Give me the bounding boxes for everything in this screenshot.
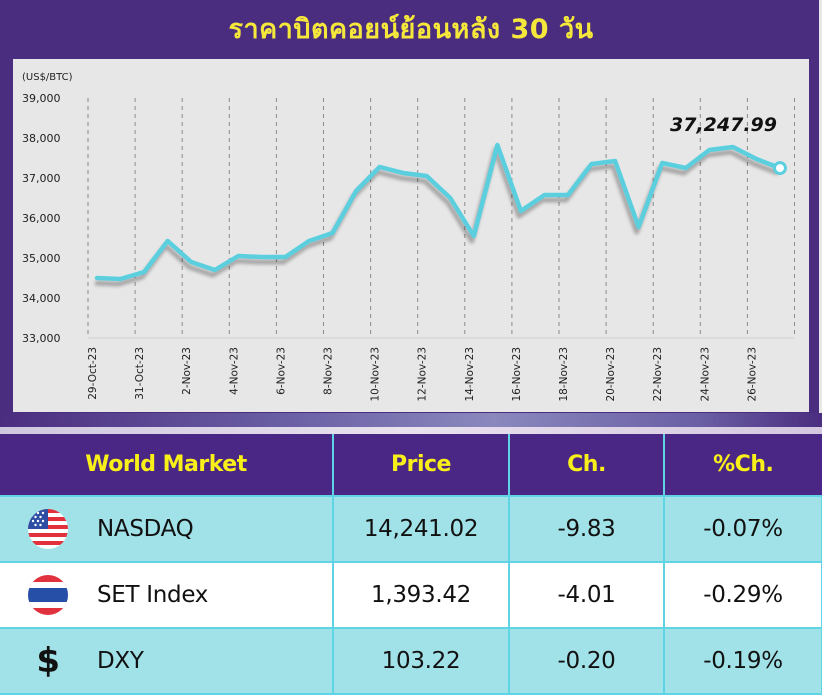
svg-text:37,247.99: 37,247.99	[670, 114, 777, 136]
decorative-band	[0, 413, 822, 435]
table-row: NASDAQ 14,241.02 -9.83 -0.07%	[0, 495, 822, 563]
pct-change-cell: -0.07%	[663, 495, 822, 563]
svg-text:16-Nov-23: 16-Nov-23	[511, 347, 523, 402]
market-cell: SET Index	[0, 561, 334, 629]
btc-price-line-chart: (US$/BTC) 39,000 38,000 37,000 36,000 35,000 3…	[22, 72, 795, 402]
svg-text:20-Nov-23: 20-Nov-23	[605, 347, 617, 402]
svg-text:8-Nov-23: 8-Nov-23	[323, 347, 335, 395]
market-cell: NASDAQ	[0, 495, 334, 563]
svg-text:12-Nov-23: 12-Nov-23	[417, 347, 429, 402]
market-name: NASDAQ	[97, 516, 194, 542]
svg-text:36,000: 36,000	[22, 212, 61, 225]
svg-text:33,000: 33,000	[22, 332, 61, 345]
pct-change-cell: -0.29%	[663, 561, 822, 629]
pct-change-cell: -0.19%	[663, 627, 822, 695]
svg-text:37,000: 37,000	[22, 172, 61, 185]
svg-text:(US$/BTC): (US$/BTC)	[22, 72, 73, 83]
change-cell: -0.20	[508, 627, 665, 695]
chart-panel: (US$/BTC) 39,000 38,000 37,000 36,000 35,000 3…	[13, 59, 809, 412]
svg-text:31-Oct-23: 31-Oct-23	[134, 347, 146, 400]
svg-text:4-Nov-23: 4-Nov-23	[228, 347, 240, 395]
header-world-market: World Market	[0, 434, 334, 496]
svg-text:35,000: 35,000	[22, 252, 61, 265]
header-price: Price	[332, 434, 510, 496]
svg-text:34,000: 34,000	[22, 292, 61, 305]
change-cell: -9.83	[508, 495, 665, 563]
thai-flag-icon	[28, 575, 68, 615]
svg-text:14-Nov-23: 14-Nov-23	[464, 347, 476, 402]
svg-text:2-Nov-23: 2-Nov-23	[181, 347, 193, 395]
market-name: SET Index	[97, 582, 209, 608]
svg-text:22-Nov-23: 22-Nov-23	[652, 347, 664, 402]
us-flag-icon	[28, 509, 68, 549]
header-pct-change: %Ch.	[663, 434, 822, 496]
table-row: SET Index 1,393.42 -4.01 -0.29%	[0, 561, 822, 629]
svg-text:6-Nov-23: 6-Nov-23	[275, 347, 287, 395]
market-cell: $ DXY	[0, 627, 334, 695]
table-row: $ DXY 103.22 -0.20 -0.19%	[0, 627, 822, 695]
svg-text:39,000: 39,000	[22, 92, 61, 105]
table-header-row: World Market Price Ch. %Ch.	[0, 434, 822, 496]
price-cell: 14,241.02	[332, 495, 510, 563]
page-title: ราคาบิตคอยน์ย้อนหลัง 30 วัน	[228, 14, 594, 45]
price-cell: 103.22	[332, 627, 510, 695]
svg-text:18-Nov-23: 18-Nov-23	[558, 347, 570, 402]
svg-text:26-Nov-23: 26-Nov-23	[746, 347, 758, 402]
svg-text:38,000: 38,000	[22, 132, 61, 145]
svg-text:29-Oct-23: 29-Oct-23	[87, 347, 99, 400]
price-cell: 1,393.42	[332, 561, 510, 629]
svg-text:10-Nov-23: 10-Nov-23	[370, 347, 382, 402]
svg-text:24-Nov-23: 24-Nov-23	[699, 347, 711, 402]
world-market-table: World Market Price Ch. %Ch.	[0, 434, 822, 695]
market-name: DXY	[97, 648, 144, 674]
dollar-icon: $	[36, 641, 60, 681]
header-change: Ch.	[508, 434, 665, 496]
change-cell: -4.01	[508, 561, 665, 629]
